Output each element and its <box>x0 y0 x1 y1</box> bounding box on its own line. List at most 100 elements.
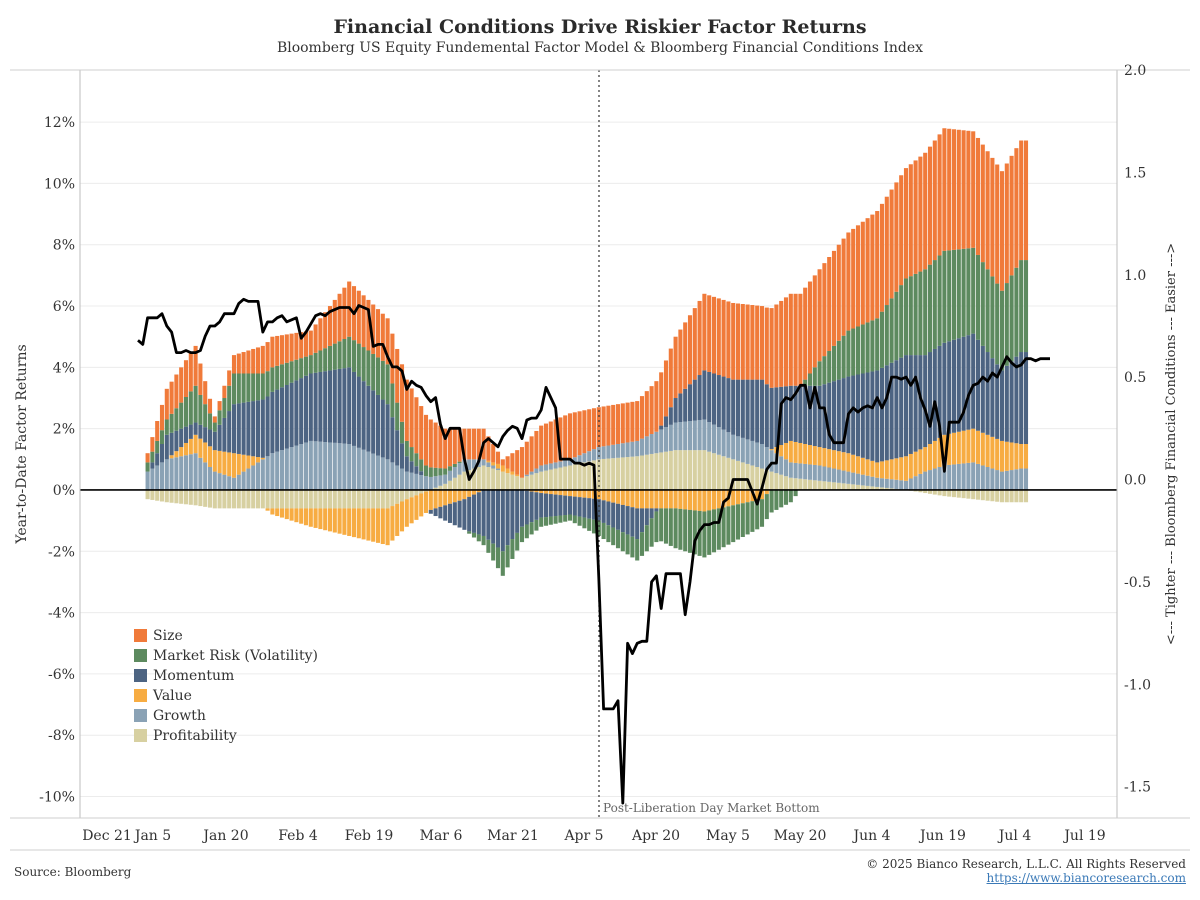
bar-value <box>495 463 501 469</box>
bar-market-risk-volatility <box>755 500 760 530</box>
bar-momentum <box>505 489 510 546</box>
bar-value <box>572 489 577 497</box>
bar-value <box>265 508 270 511</box>
bar-profitability <box>971 489 976 500</box>
bar-market-risk-volatility <box>1023 260 1029 353</box>
bar-market-risk-volatility <box>423 465 429 477</box>
bar-value <box>673 489 678 509</box>
y-tick-label: 2% <box>53 422 75 438</box>
bar-growth <box>279 450 285 490</box>
bar-growth <box>884 478 889 488</box>
bar-market-risk-volatility <box>807 373 813 386</box>
bar-profitability <box>740 462 745 490</box>
bar-size <box>567 413 573 460</box>
bar-market-risk-volatility <box>183 396 189 427</box>
bar-market-risk-volatility <box>543 517 549 526</box>
bar-growth <box>548 463 553 470</box>
bar-market-risk-volatility <box>836 340 841 380</box>
bar-value <box>635 489 640 509</box>
bar-momentum <box>207 429 213 447</box>
bar-profitability <box>951 489 957 498</box>
bar-momentum <box>788 385 793 441</box>
bar-momentum <box>251 401 256 457</box>
bar-market-risk-volatility <box>404 440 409 457</box>
bar-profitability <box>687 450 693 490</box>
bar-growth <box>630 441 635 457</box>
bar-market-risk-volatility <box>611 527 616 546</box>
bar-momentum <box>255 400 261 458</box>
bar-profitability <box>313 489 318 509</box>
bar-profitability <box>519 477 525 490</box>
bar-market-risk-volatility <box>846 330 851 377</box>
bar-size <box>913 160 918 274</box>
bar-value <box>630 489 635 508</box>
bar-size <box>582 410 587 454</box>
bar-growth <box>980 465 985 490</box>
bar-size <box>428 419 433 468</box>
bar-value <box>951 432 957 465</box>
legend-swatch-growth <box>134 709 147 722</box>
bar-momentum <box>491 489 496 544</box>
bar-market-risk-volatility <box>241 373 246 403</box>
bar-value <box>769 449 774 451</box>
bar-growth <box>707 422 712 452</box>
bar-momentum <box>1004 365 1009 442</box>
bar-size <box>342 287 347 340</box>
bar-profitability <box>510 474 515 490</box>
bar-size <box>183 360 189 397</box>
bar-profitability <box>577 463 582 490</box>
bar-profitability <box>486 466 491 490</box>
bar-size <box>692 308 697 380</box>
bar-size <box>779 300 784 387</box>
bar-size <box>423 414 429 466</box>
bar-momentum <box>409 461 414 473</box>
bar-market-risk-volatility <box>529 522 534 535</box>
website-link[interactable]: https://www.biancoresearch.com <box>986 871 1186 885</box>
bar-profitability <box>529 474 534 490</box>
bar-value <box>855 456 861 474</box>
bar-size <box>615 404 621 444</box>
bar-profitability <box>630 456 635 490</box>
bar-value <box>457 489 462 501</box>
bar-market-risk-volatility <box>443 468 448 475</box>
bar-momentum <box>980 345 985 433</box>
stacked-bars <box>145 128 1029 576</box>
bar-value <box>702 489 707 512</box>
bar-market-risk-volatility <box>841 335 846 379</box>
bar-profitability <box>932 489 937 495</box>
bar-size <box>937 134 942 256</box>
bar-market-risk-volatility <box>255 373 261 401</box>
bar-size <box>707 295 712 372</box>
bar-momentum <box>908 355 913 454</box>
bar-value <box>649 489 654 509</box>
bar-size <box>726 301 731 379</box>
bar-value <box>515 474 520 477</box>
bar-growth <box>164 459 169 490</box>
bar-value <box>1004 441 1009 471</box>
bar-market-risk-volatility <box>759 499 765 527</box>
bar-momentum <box>582 497 587 518</box>
bar-size <box>884 196 889 306</box>
bar-profitability <box>587 461 592 490</box>
bar-momentum <box>1023 352 1029 444</box>
bar-momentum <box>481 489 486 536</box>
bar-growth <box>572 457 577 465</box>
bar-value <box>471 489 477 495</box>
bar-momentum <box>711 373 717 425</box>
bar-momentum <box>1009 361 1014 443</box>
bar-size <box>923 152 928 270</box>
bar-profitability <box>644 454 649 490</box>
bar-profitability <box>217 489 222 509</box>
bar-value <box>380 508 385 545</box>
bar-value <box>419 493 424 517</box>
bar-momentum <box>807 385 813 446</box>
bar-momentum <box>534 492 539 520</box>
x-tick-label: Apr 5 <box>563 828 603 844</box>
bar-market-risk-volatility <box>265 371 270 397</box>
bar-market-risk-volatility <box>1009 275 1014 362</box>
bar-market-risk-volatility <box>903 278 909 356</box>
bar-size <box>855 225 861 327</box>
bar-profitability <box>817 480 822 490</box>
bar-market-risk-volatility <box>620 532 625 552</box>
bar-value <box>707 489 712 511</box>
